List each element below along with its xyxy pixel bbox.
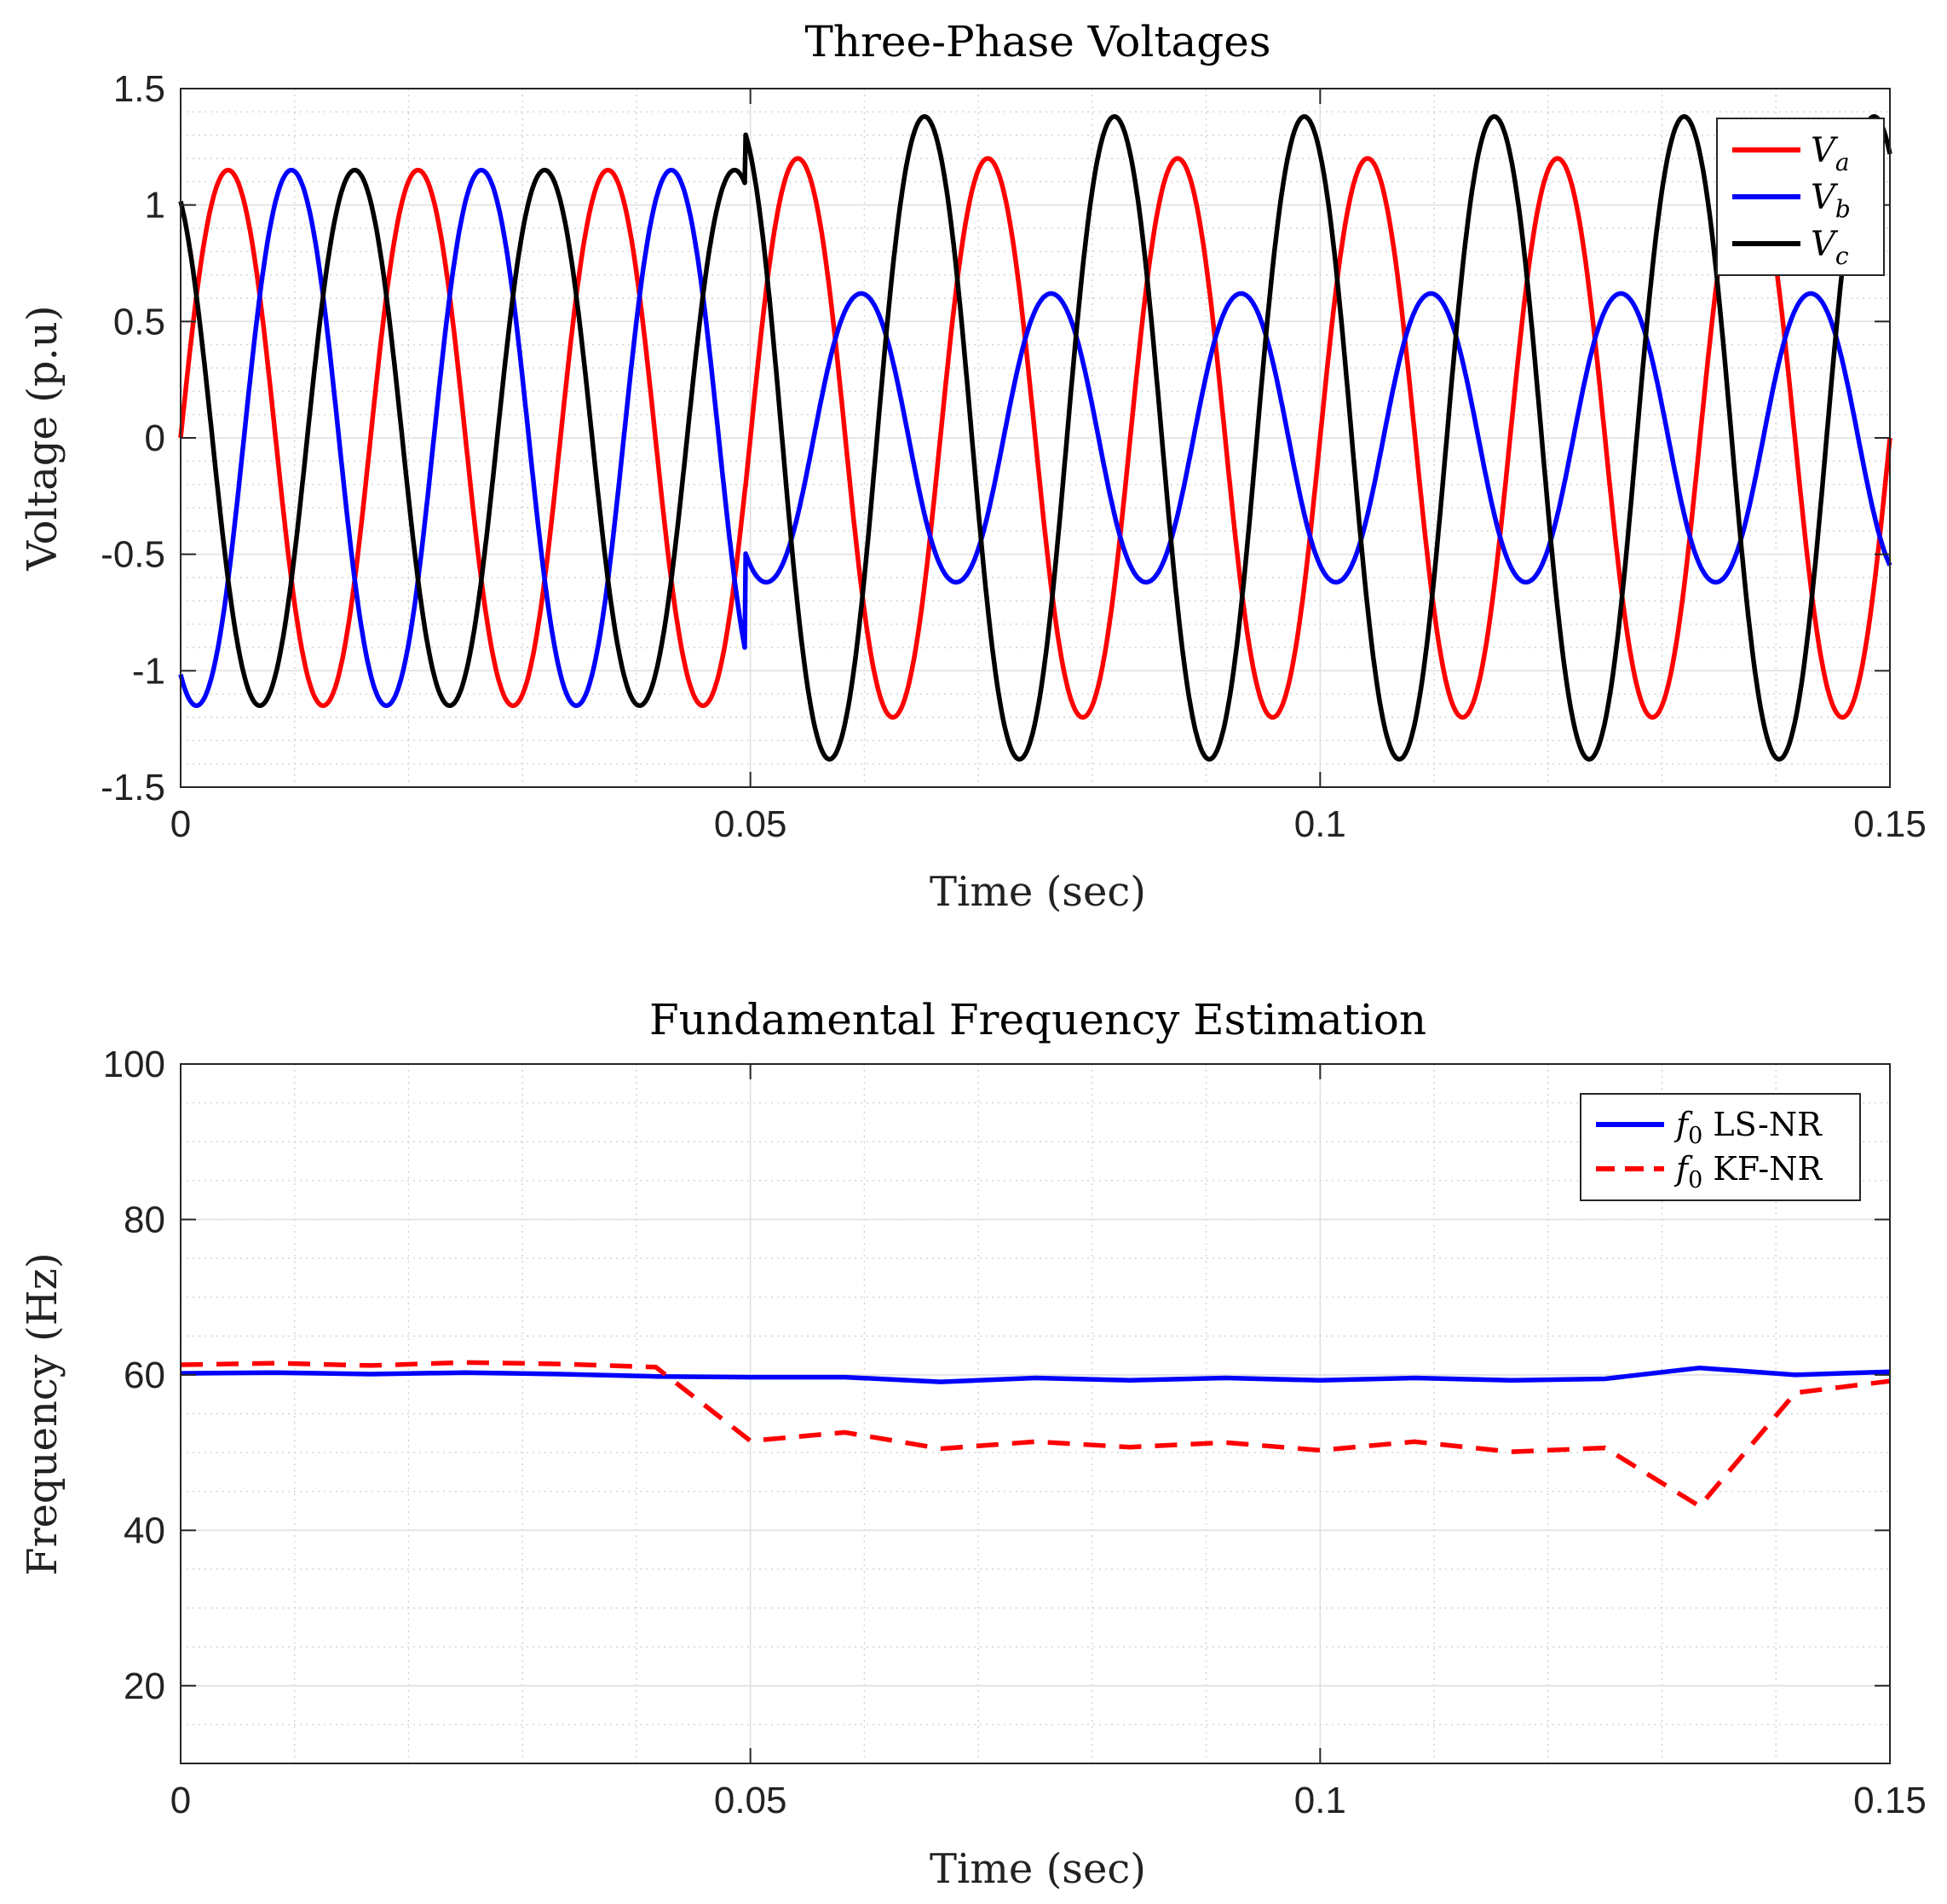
frequency-chart-title: Fundamental Frequency Estimation (649, 995, 1426, 1044)
legend-label-f0-kf-nr: f0 KF-NR (1673, 1150, 1823, 1194)
legend-label-subscript: a (1835, 148, 1850, 176)
x-tick-label: 0 (170, 1780, 191, 1821)
y-tick-label: -1 (132, 650, 165, 692)
x-tick-label: 0 (170, 803, 191, 845)
frequency-x-axis-label: Time (sec) (930, 1845, 1146, 1893)
voltage-x-axis-label: Time (sec) (930, 868, 1146, 916)
legend-label-subscript: b (1835, 195, 1851, 223)
legend-label-subscript: 0 (1688, 1167, 1702, 1194)
legend-box (1580, 1093, 1861, 1201)
y-tick-label: 60 (124, 1355, 165, 1396)
x-tick-label: 0.05 (714, 1780, 787, 1821)
frequency-ticks: 0 0.05 0.1 0.15 20 40 60 80 100 (103, 1044, 1927, 1821)
frequency-y-axis-label: Frequency (Hz) (19, 1252, 66, 1575)
y-tick-label: 20 (124, 1665, 165, 1707)
y-tick-label: 100 (103, 1044, 165, 1085)
y-tick-label: 1.5 (113, 68, 165, 110)
y-tick-label: 80 (124, 1199, 165, 1240)
voltage-y-axis-label: Voltage (p.u) (19, 305, 66, 571)
series-line-va (178, 156, 1892, 720)
y-tick-label: 40 (124, 1510, 165, 1551)
legend-label-text: LS-NR (1702, 1106, 1823, 1143)
series-line-f0-ls-nr (180, 1365, 1891, 1384)
frequency-axes-box (180, 1063, 1891, 1764)
voltage-chart-title: Three-Phase Voltages (804, 17, 1270, 66)
legend-label-vb: Vb (1811, 178, 1851, 223)
voltage-chart: Three-Phase Voltages 0 0.05 0.1 0.15 -1.5 -1 -… (19, 17, 1927, 916)
legend-label-subscript: c (1835, 242, 1849, 270)
x-tick-label: 0.1 (1294, 1780, 1346, 1821)
series-line-vb (178, 167, 1892, 709)
y-tick-label: 0.5 (113, 301, 165, 342)
y-tick-label: 0 (145, 417, 165, 459)
x-tick-label: 0.05 (714, 803, 787, 845)
legend-label-text: KF-NR (1702, 1150, 1823, 1188)
y-tick-label: -0.5 (101, 534, 165, 576)
frequency-series (180, 1360, 1891, 1509)
y-tick-label: -1.5 (101, 767, 165, 808)
series-line-f0-kf-nr (180, 1360, 1891, 1509)
legend-label-subscript: 0 (1688, 1123, 1702, 1149)
x-tick-label: 0.15 (1853, 803, 1927, 845)
x-tick-label: 0.1 (1294, 803, 1346, 845)
x-tick-label: 0.15 (1853, 1780, 1927, 1821)
y-tick-label: 1 (145, 185, 165, 227)
voltage-series (178, 114, 1892, 762)
series-line-vc (178, 114, 1892, 762)
legend-label-va: Va (1811, 131, 1850, 176)
frequency-chart: Fundamental Frequency Estimation 0 0.05 0.… (19, 995, 1927, 1893)
voltage-ticks: 0 0.05 0.1 0.15 -1.5 -1 -0.5 0 0.5 1 1.5 (101, 68, 1927, 845)
